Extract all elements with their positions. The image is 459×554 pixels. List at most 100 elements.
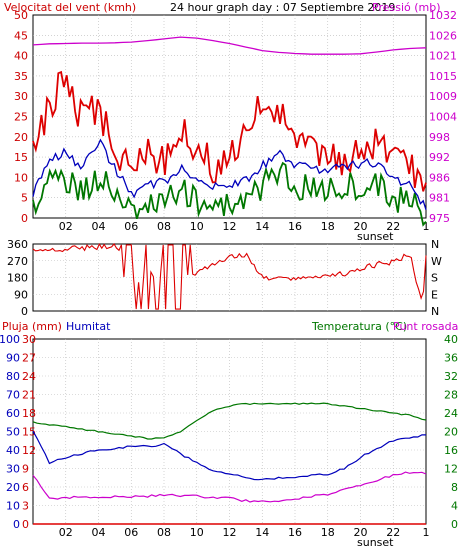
pressure-line bbox=[32, 36, 427, 55]
wind-hour-tick-7: 16 bbox=[288, 220, 302, 233]
climate-hour-tick-6: 14 bbox=[255, 526, 269, 539]
dew-point-line bbox=[32, 471, 427, 503]
wind-hour-tick-9: 20 bbox=[354, 220, 368, 233]
wind-speed-tick-1: 5 bbox=[21, 192, 28, 205]
wind-avg-line bbox=[32, 138, 427, 210]
climate-time-tick-labels: 02 04 06 08 10 12 14 16 18 20 22 1 bbox=[59, 526, 430, 539]
humidity-tick-0: 0 bbox=[13, 518, 20, 531]
wind-speed-tick-8: 40 bbox=[14, 50, 28, 63]
rain-tick-5: 15 bbox=[22, 426, 36, 439]
rain-axis-title: Pluja (mm) bbox=[2, 320, 62, 333]
temperature-tick-2: 8 bbox=[451, 481, 458, 494]
humidity-tick-10: 100 bbox=[0, 333, 20, 346]
wind-hour-tick-11: 1 bbox=[423, 220, 430, 233]
pressure-tick-0: 975 bbox=[429, 212, 450, 225]
wind-direction-line bbox=[32, 243, 427, 310]
climate-hour-tick-8: 18 bbox=[321, 526, 335, 539]
wind-speed-tick-9: 45 bbox=[14, 29, 28, 42]
temperature-axis-title: Temperatura (°C) bbox=[311, 320, 407, 333]
humidity-tick-9: 90 bbox=[6, 352, 20, 365]
direction-compass-tick-0: N bbox=[431, 305, 439, 318]
humidity-tick-6: 60 bbox=[6, 407, 20, 420]
climate-hour-tick-5: 12 bbox=[223, 526, 237, 539]
climate-hour-tick-7: 16 bbox=[288, 526, 302, 539]
wind-pressure-panel: Velocitat del vent (kmh) 24 hour graph d… bbox=[4, 1, 457, 243]
direction-degree-tick-labels: 0 90 180 270 360 bbox=[7, 238, 28, 318]
temperature-tick-4: 16 bbox=[444, 444, 458, 457]
direction-compass-tick-2: S bbox=[431, 272, 438, 285]
rain-tick-8: 24 bbox=[22, 370, 36, 383]
pressure-tick-5: 1004 bbox=[429, 111, 457, 124]
direction-compass-tick-3: W bbox=[431, 255, 442, 268]
pressure-tick-1: 981 bbox=[429, 192, 450, 205]
wind-speed-tick-6: 30 bbox=[14, 90, 28, 103]
temperature-tick-3: 12 bbox=[444, 463, 458, 476]
humidity-line bbox=[32, 430, 426, 481]
wind-min-line bbox=[32, 161, 427, 227]
temperature-tick-0: 0 bbox=[451, 518, 458, 531]
climate-hour-tick-2: 06 bbox=[124, 526, 138, 539]
wind-speed-tick-5: 25 bbox=[14, 111, 28, 124]
humidity-tick-4: 40 bbox=[6, 444, 20, 457]
wind-speed-tick-4: 20 bbox=[14, 131, 28, 144]
direction-compass-tick-4: N bbox=[431, 238, 439, 251]
pressure-tick-6: 1009 bbox=[429, 90, 457, 103]
temperature-tick-6: 24 bbox=[444, 407, 458, 420]
wind-hour-tick-0: 02 bbox=[59, 220, 73, 233]
wind-hour-tick-4: 10 bbox=[190, 220, 204, 233]
pressure-tick-7: 1015 bbox=[429, 70, 457, 83]
rain-tick-10: 30 bbox=[22, 333, 36, 346]
humidity-tick-8: 80 bbox=[6, 370, 20, 383]
pressure-tick-10: 1032 bbox=[429, 9, 457, 22]
pressure-tick-2: 986 bbox=[429, 171, 450, 184]
climate-sunset-label: sunset bbox=[357, 536, 394, 549]
humidity-tick-7: 70 bbox=[6, 389, 20, 402]
rain-tick-3: 9 bbox=[22, 463, 29, 476]
wind-speed-tick-3: 15 bbox=[14, 151, 28, 164]
climate-hour-tick-11: 1 bbox=[423, 526, 430, 539]
humidity-tick-1: 10 bbox=[6, 500, 20, 513]
climate-hour-tick-0: 02 bbox=[59, 526, 73, 539]
wind-hour-tick-5: 12 bbox=[223, 220, 237, 233]
temperature-tick-9: 36 bbox=[444, 352, 458, 365]
dew-point-axis-title: Punt rosada bbox=[393, 320, 458, 333]
pressure-tick-3: 992 bbox=[429, 151, 450, 164]
wind-speed-tick-2: 10 bbox=[14, 171, 28, 184]
climate-hour-tick-10: 22 bbox=[386, 526, 400, 539]
direction-degree-tick-0: 0 bbox=[21, 305, 28, 318]
wind-speed-tick-7: 35 bbox=[14, 70, 28, 83]
direction-degree-tick-1: 90 bbox=[14, 288, 28, 301]
wind-hour-tick-2: 06 bbox=[124, 220, 138, 233]
wind-hour-tick-6: 14 bbox=[255, 220, 269, 233]
wind-gust-line bbox=[32, 70, 427, 192]
rain-tick-labels: 0 3 6 9 12 15 18 21 24 27 30 bbox=[22, 333, 36, 531]
wind-hour-tick-3: 08 bbox=[157, 220, 171, 233]
humidity-tick-labels: 0 10 20 30 40 50 60 70 80 90 100 bbox=[0, 333, 20, 531]
climate-hour-tick-3: 08 bbox=[157, 526, 171, 539]
wind-speed-tick-0: 0 bbox=[21, 212, 28, 225]
direction-degree-tick-2: 180 bbox=[7, 272, 28, 285]
temperature-tick-1: 4 bbox=[451, 500, 458, 513]
wind-time-tick-labels: 02 04 06 08 10 12 14 16 18 20 22 1 bbox=[59, 220, 430, 233]
wind-speed-tick-labels: 0 5 10 15 20 25 30 35 40 45 50 bbox=[14, 9, 28, 225]
pressure-axis-title: Pressió (mb) bbox=[372, 1, 441, 14]
temperature-tick-7: 28 bbox=[444, 389, 458, 402]
rain-tick-2: 6 bbox=[22, 481, 29, 494]
pressure-tick-4: 998 bbox=[429, 131, 450, 144]
rain-tick-9: 27 bbox=[22, 352, 36, 365]
rain-tick-6: 18 bbox=[22, 407, 36, 420]
rain-humidity-temperature-panel: Pluja (mm) Humitat Temperatura (°C) Punt… bbox=[0, 320, 458, 549]
wind-speed-tick-10: 50 bbox=[14, 9, 28, 22]
wind-speed-axis-title: Velocitat del vent (kmh) bbox=[4, 1, 136, 14]
temperature-tick-10: 40 bbox=[444, 333, 458, 346]
rain-tick-1: 3 bbox=[22, 500, 29, 513]
pressure-tick-labels: 975 981 986 992 998 1004 1009 1015 1021 1026 1032 bbox=[429, 9, 457, 225]
climate-hour-tick-9: 20 bbox=[354, 526, 368, 539]
humidity-tick-3: 30 bbox=[6, 463, 20, 476]
wind-hour-tick-8: 18 bbox=[321, 220, 335, 233]
wind-hour-tick-1: 04 bbox=[92, 220, 106, 233]
temperature-line bbox=[32, 402, 427, 440]
